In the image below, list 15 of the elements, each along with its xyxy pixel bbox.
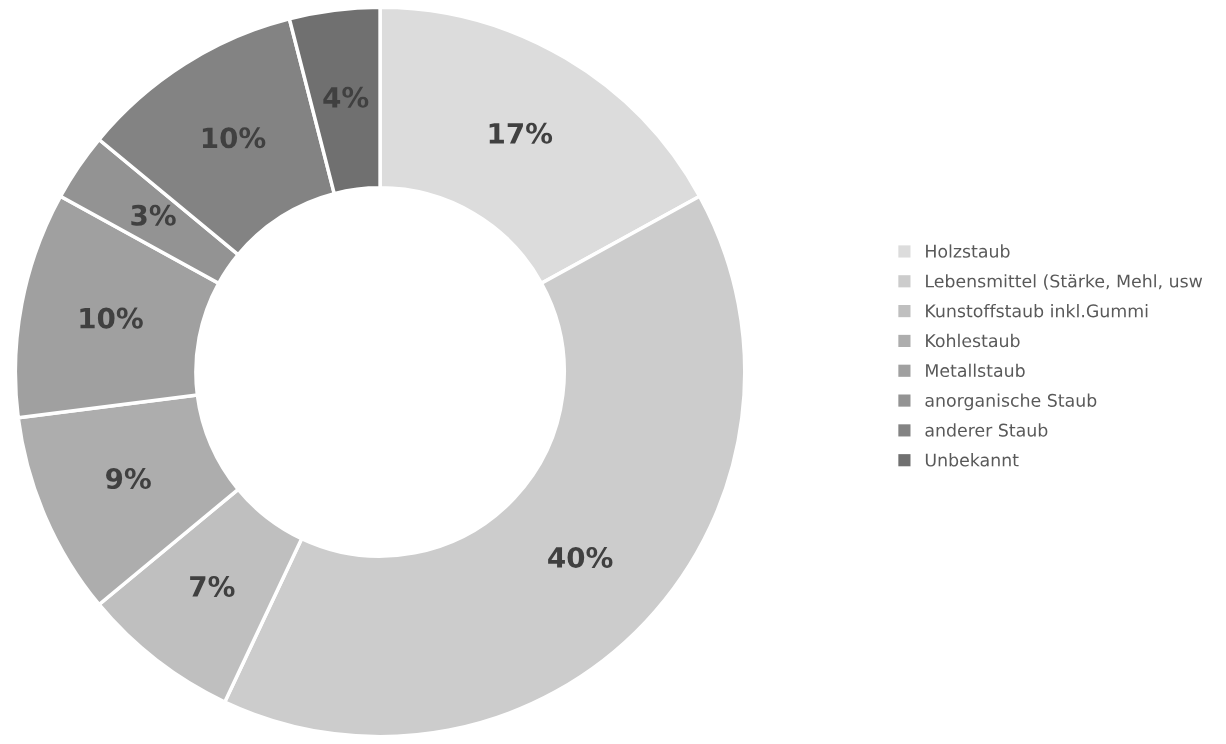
- data-label: 40%: [548, 546, 613, 568]
- data-label: 17%: [489, 122, 553, 144]
- legend-label: anderer Staub: [925, 423, 1048, 437]
- legend-label: Unbekannt: [925, 453, 1019, 467]
- legend-label: anorganische Staub: [925, 393, 1097, 411]
- legend-label: Holzstaub: [926, 244, 1010, 258]
- legend-label: Metallstaub: [926, 363, 1025, 378]
- data-label: 10%: [80, 307, 143, 329]
- legend-label: Kunstoffstaub inkl.Gummi: [926, 303, 1148, 318]
- data-label: 7%: [190, 575, 235, 597]
- legend-label: Lebensmittel (Stärke, Mehl, usw: [926, 274, 1203, 290]
- legend-label: Kohlestaub: [926, 333, 1020, 348]
- data-label: 9%: [106, 468, 151, 490]
- data-label: 10%: [202, 127, 266, 149]
- data-label: 3%: [131, 204, 176, 226]
